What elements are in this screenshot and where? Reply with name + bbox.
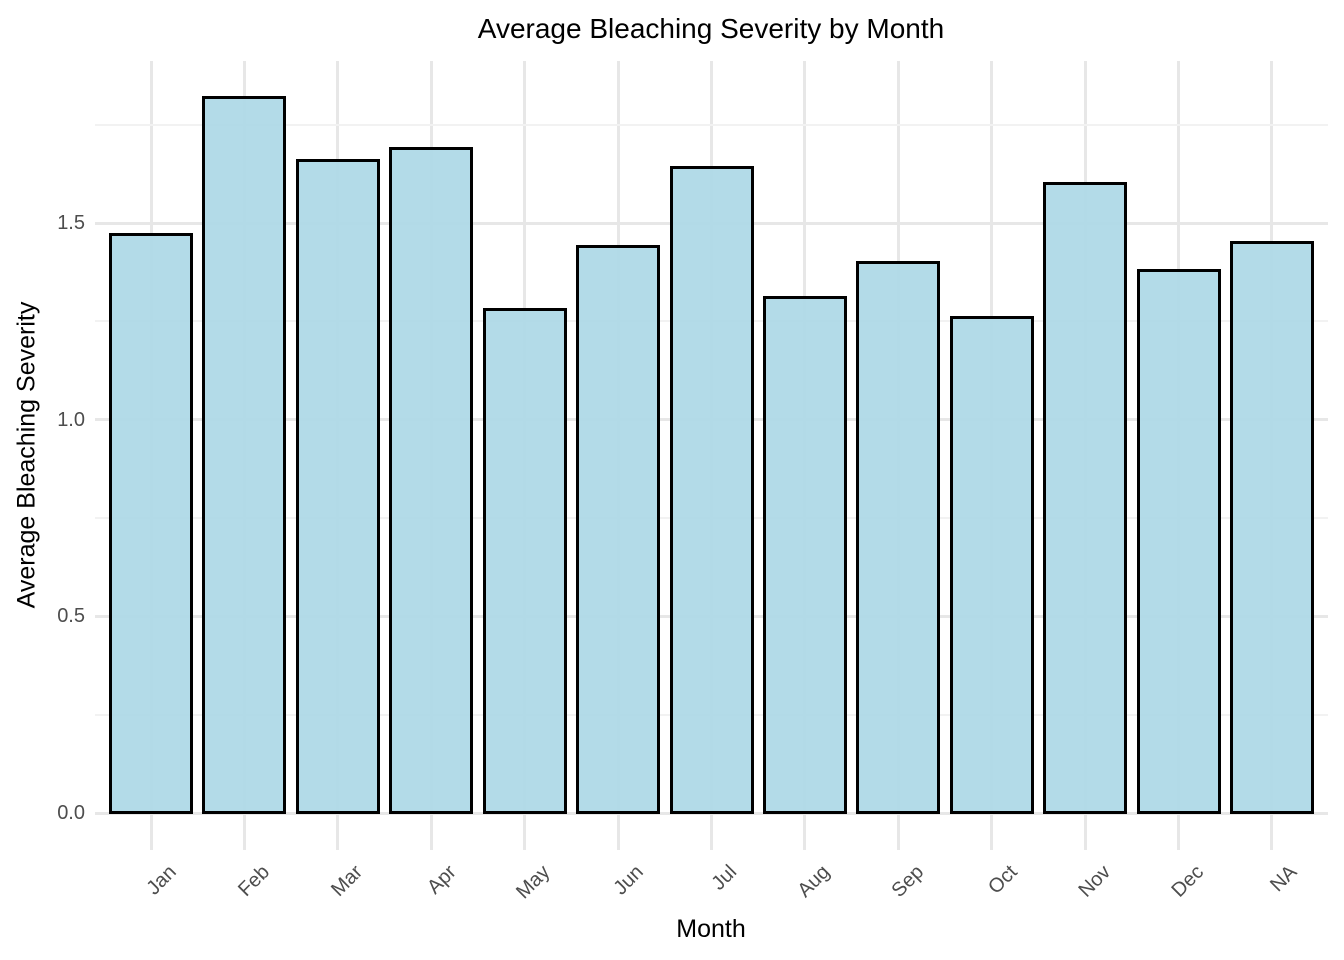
x-tick-label-na: NA <box>1266 861 1302 897</box>
bar-oct <box>949 315 1034 815</box>
x-tick-label-nov: Nov <box>1073 861 1115 902</box>
bar-aug <box>762 296 847 815</box>
bar-apr <box>389 146 474 815</box>
x-tick-label-jul: Jul <box>707 861 742 895</box>
x-tick-label-apr: Apr <box>423 861 461 899</box>
bar-mar <box>295 158 380 815</box>
x-tick-label-mar: Mar <box>327 861 368 901</box>
bar-jan <box>109 233 194 815</box>
x-tick-label-dec: Dec <box>1167 861 1209 902</box>
bar-dec <box>1136 268 1221 815</box>
y-tick-label: 0.5 <box>57 605 85 628</box>
y-axis-title: Average Bleaching Severity <box>12 301 41 609</box>
bar-sep <box>856 260 941 815</box>
plot-panel <box>95 61 1328 850</box>
x-tick-label-jan: Jan <box>142 861 181 900</box>
x-tick-label-aug: Aug <box>793 861 835 902</box>
x-tick-label-oct: Oct <box>983 861 1022 899</box>
bar-nov <box>1043 182 1128 815</box>
bar-feb <box>202 95 287 815</box>
y-tick-label: 1.5 <box>57 212 85 234</box>
x-tick-label-jun: Jun <box>609 861 648 900</box>
y-tick-label: 1.0 <box>57 408 85 431</box>
chart-title: Average Bleaching Severity by Month <box>477 13 945 44</box>
gridline-minor <box>95 123 1328 126</box>
bar-may <box>482 308 567 815</box>
x-tick-label-may: May <box>511 861 555 904</box>
x-tick-label-sep: Sep <box>887 861 928 902</box>
x-axis-title: Month <box>676 915 746 943</box>
x-tick-label-feb: Feb <box>234 861 275 901</box>
bar-jul <box>669 166 754 815</box>
bar-jun <box>576 245 661 815</box>
y-tick-label: 0.0 <box>57 802 85 824</box>
bar-na <box>1229 241 1314 815</box>
